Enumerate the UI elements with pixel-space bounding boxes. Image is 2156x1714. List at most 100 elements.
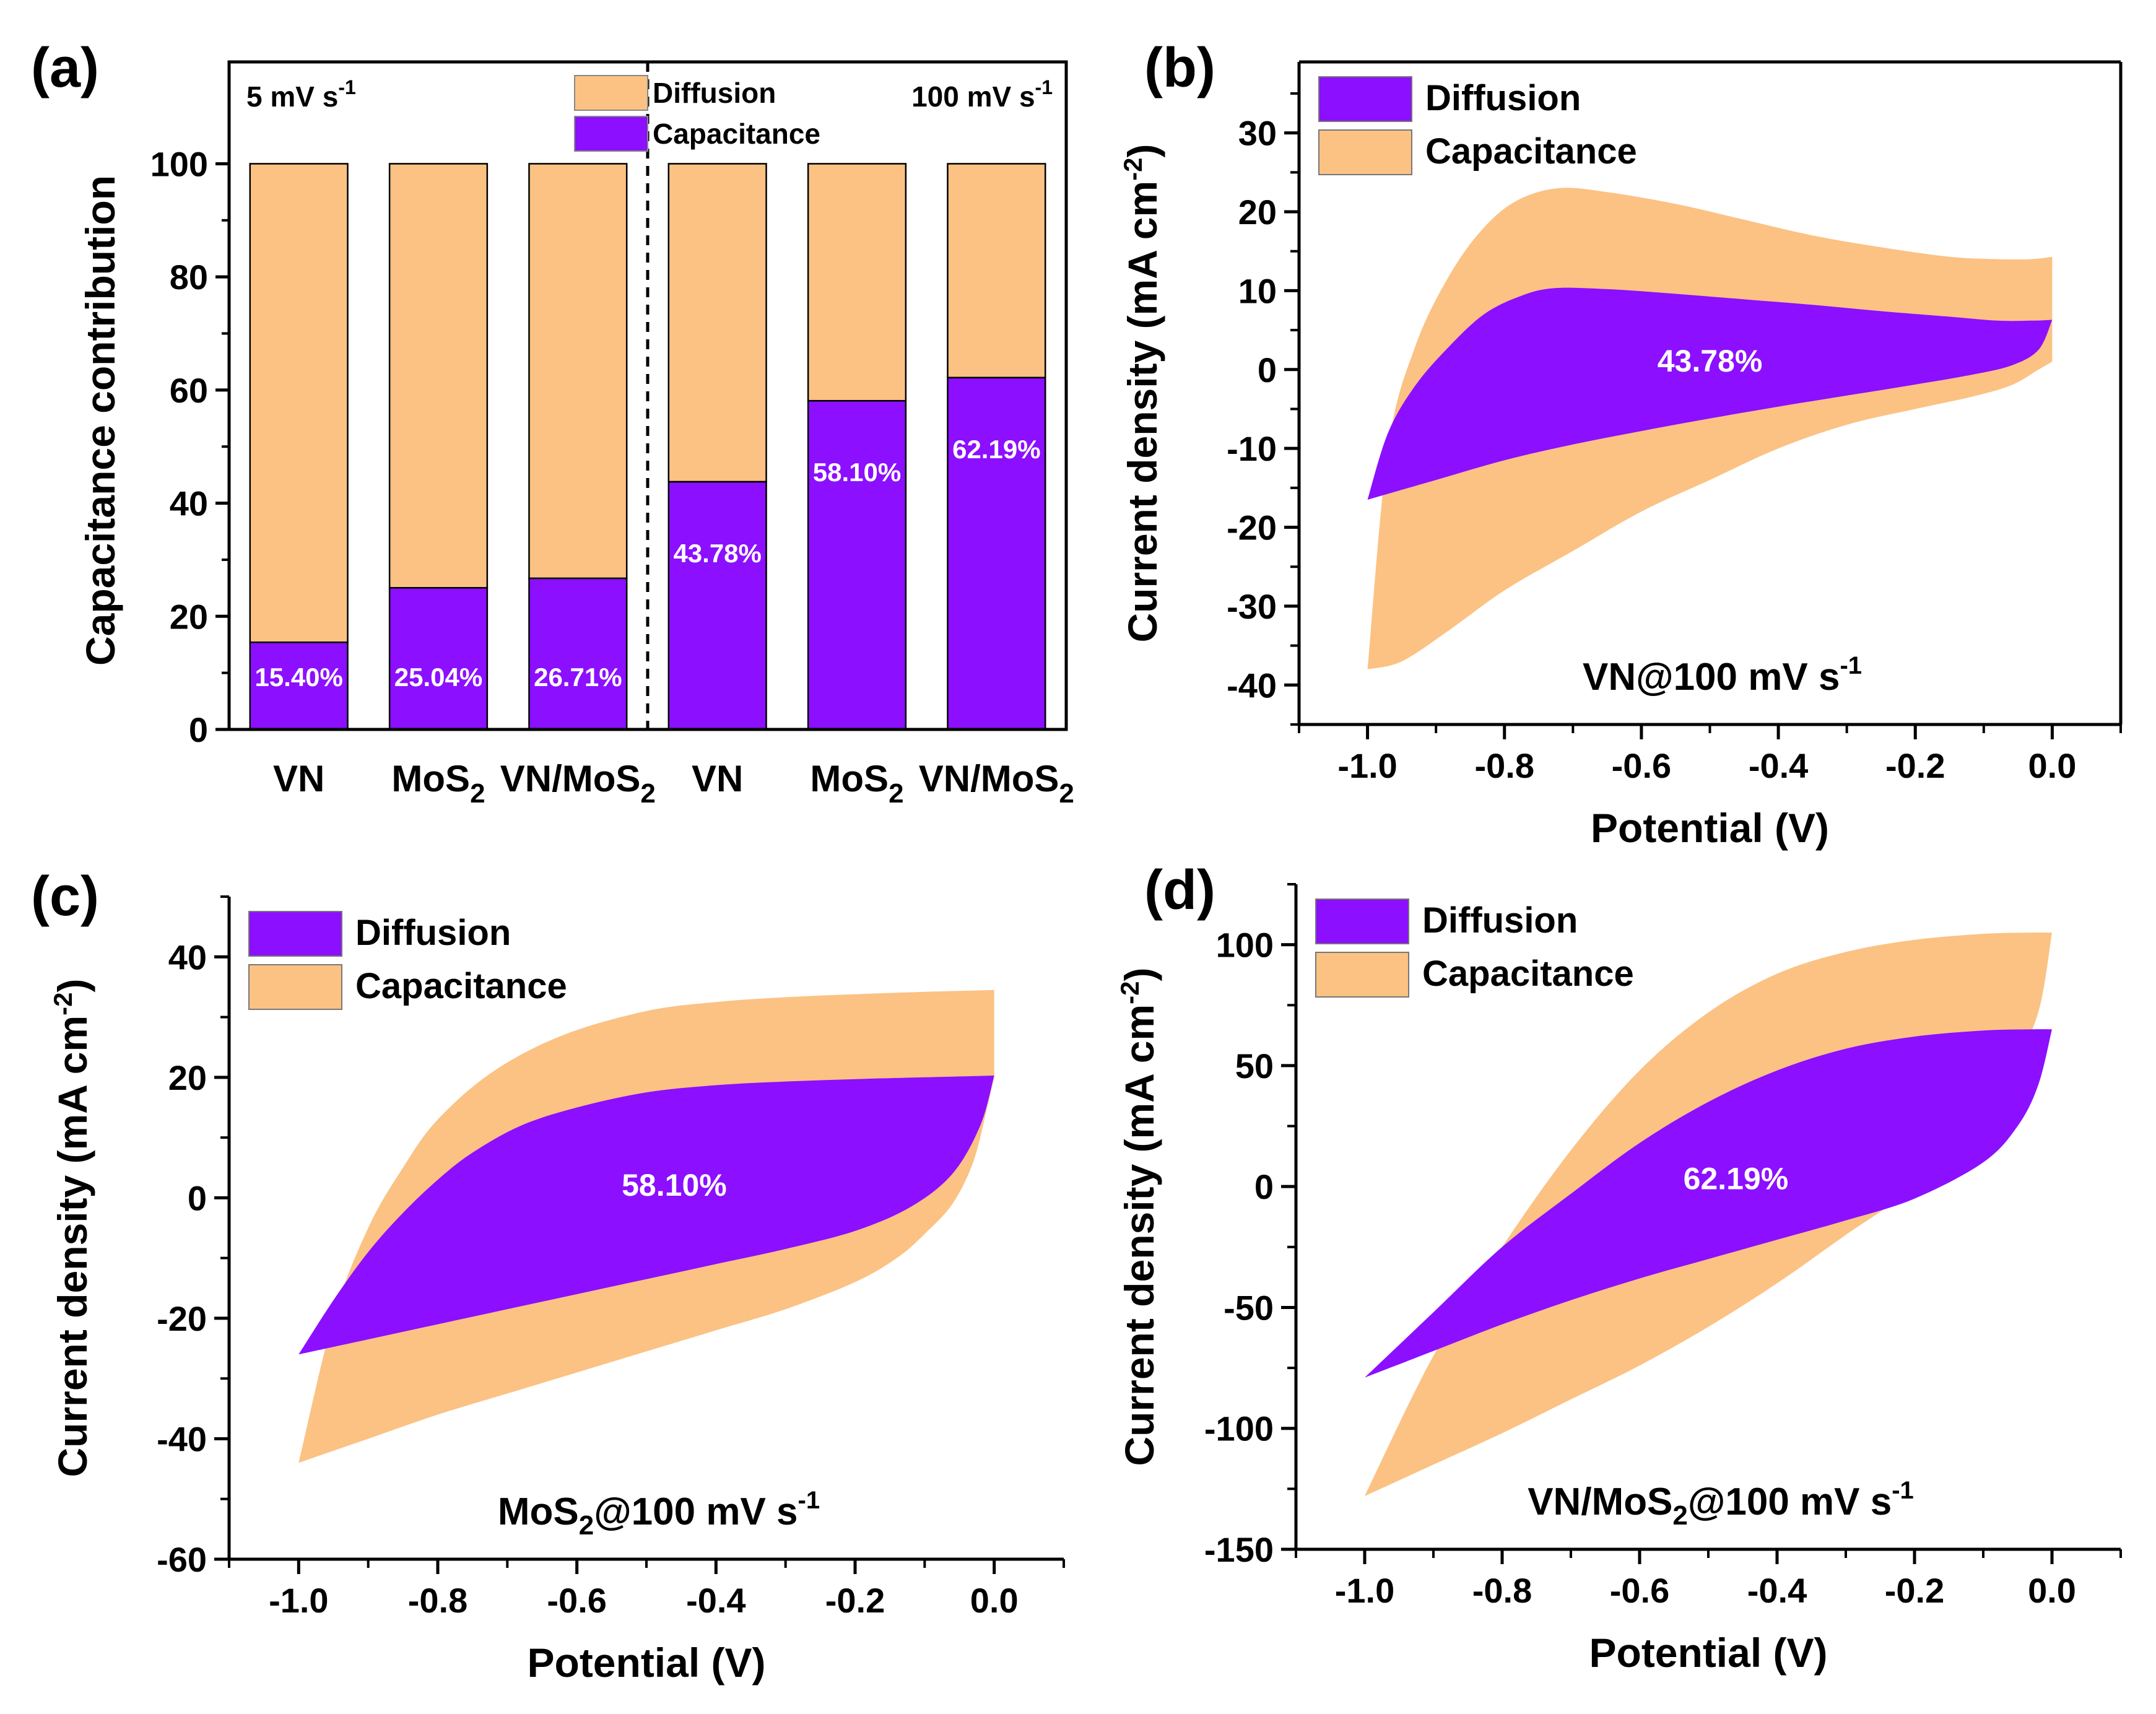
tick-sub: 2 [1059,778,1074,809]
x-tick-label-2: VN/MoS2 [500,758,656,809]
legend-swatch-diffusion [1315,898,1409,944]
panel-c: (c) 58.10% -1.0 -0.8 -0.6 -0.4 -0.2 0.0 -60 -40 -2… [31,866,1065,1686]
panel-label: (b) [1144,37,1215,99]
ylabel-text: Current density (mA cm [1116,1004,1162,1466]
x-tick-label-3: VN [692,758,743,799]
condition-post: @100 mV s [1688,1481,1892,1523]
y-tick-label: -10 [1227,429,1277,468]
condition-sub: 2 [1672,1500,1687,1531]
scan-rate-left: 5 mV s-1 [246,76,356,113]
rate-sup: -1 [338,76,355,98]
bar-capacitance-1 [388,586,489,731]
ylabel-sup: -2 [1115,981,1144,1004]
x-tick-label: 0.0 [2028,746,2076,785]
x-tick-label: -0.6 [1612,746,1672,785]
legend-label-capacitance: Capacitance [1425,131,1637,172]
legend-swatch-capacitance [1315,952,1409,998]
bar-diffusion-1 [388,163,489,589]
condition-pre: MoS [498,1490,579,1533]
x-axis-title: Potential (V) [527,1640,765,1686]
tick-main: VN [273,758,324,799]
y-tick-label: -30 [1227,587,1277,626]
y-tick-label: -100 [1204,1409,1274,1448]
y-tick-label: 10 [1238,271,1277,310]
ylabel-close: ) [1119,144,1165,157]
bar-data-label-1: 25.04% [394,663,482,692]
x-tick-label: -1.0 [1335,1571,1395,1610]
y-tick-label: -40 [157,1419,207,1458]
condition-label: MoS2@100 mV s-1 [498,1487,820,1541]
bar-capacitance-5 [947,376,1046,731]
bar-diffusion-2 [528,163,628,580]
legend-label-diffusion: Diffusion [355,913,511,953]
bar-data-label-2: 26.71% [534,663,622,692]
x-tick-label: 0.0 [2028,1571,2076,1610]
x-tick-label-5: VN/MoS2 [919,758,1074,809]
area-percent-label: 58.10% [622,1168,727,1203]
ylabel-sup: -2 [48,992,77,1015]
x-tick-label: -1.0 [269,1581,329,1620]
legend-swatch-capacitance [574,116,648,152]
x-tick-label: -0.4 [686,1581,746,1620]
bar-diffusion-5 [947,163,1046,379]
y-tick-label: -20 [1227,508,1277,547]
y-axis-title: Current density (mA cm-2) [1118,144,1165,642]
y-tick-label: 30 [1238,114,1277,153]
tick-main: MoS [391,758,470,799]
legend-label-diffusion: Diffusion [1422,900,1578,941]
rate-text: 100 mV s [911,80,1035,113]
y-tick-label: -20 [157,1299,207,1338]
tick-main: VN/MoS [919,758,1059,799]
legend-label-diffusion: Diffusion [653,77,776,109]
y-tick-label: 20 [170,597,208,636]
tick-main: VN/MoS [500,758,641,799]
tick-sub: 2 [470,778,485,809]
ylabel-text: Current density (mA cm [1119,181,1165,643]
panel-label: (a) [31,37,99,99]
bar-data-label-0: 15.40% [254,663,342,692]
bar-capacitance-3 [667,481,767,731]
x-tick-label: -0.4 [1747,1571,1807,1610]
y-tick-label: 0 [1258,350,1277,389]
legend-swatch-diffusion [248,911,342,957]
x-tick-label-4: MoS2 [810,758,903,809]
legend-label-capacitance: Capacitance [653,118,820,150]
area-percent-label: 62.19% [1684,1161,1789,1196]
x-tick-label: -0.2 [1885,1571,1945,1610]
panel-b: (b) 43.78% -1.0 -0.8 -0.6 -0.4 -0.2 0.0 -40 -30 -2… [1118,37,2123,851]
tick-main: VN [692,758,743,799]
x-tick-label: -0.8 [1472,1571,1532,1610]
bar-data-label-3: 43.78% [673,539,761,568]
legend-label-diffusion: Diffusion [1425,78,1581,118]
y-tick-label: 0 [188,1178,207,1217]
ylabel-sup: -2 [1118,157,1147,180]
y-tick-label: 60 [170,371,208,410]
bar-capacitance-2 [528,577,628,731]
y-tick-label: 50 [1235,1046,1274,1085]
condition-sup: -1 [798,1487,820,1514]
x-tick-label-0: VN [273,758,324,799]
condition-pre: VN/MoS [1528,1481,1672,1523]
y-axis-title: Current density (mA cm-2) [1115,967,1162,1466]
x-tick-label: -0.4 [1749,746,1809,785]
y-tick-label: 80 [170,258,208,297]
y-tick-label: -40 [1227,666,1277,705]
y-axis-title: Current density (mA cm-2) [48,978,95,1477]
tick-main: MoS [810,758,889,799]
ylabel-close: ) [50,978,95,992]
x-tick-label: -0.6 [547,1581,607,1620]
y-tick-label: -150 [1204,1530,1274,1569]
area-percent-label: 43.78% [1658,344,1763,378]
x-tick-label: -0.8 [408,1581,468,1620]
panel-d: (d)62.19%-1.0 -0.8 -0.6 -0.4 -0.2 0.0-150-100… [1115,859,2122,1676]
bar-diffusion-3 [667,163,767,483]
area-diffusion [298,1075,994,1355]
condition-label: VN/MoS2@100 mV s-1 [1528,1477,1914,1531]
bar-capacitance-4 [807,399,907,731]
panel-label: (d) [1144,859,1215,921]
legend-label-capacitance: Capacitance [355,966,567,1006]
legend-swatch-diffusion [1318,76,1412,122]
x-axis-title: Potential (V) [1591,805,1829,851]
bar-diffusion-4 [807,163,907,402]
condition-sub: 2 [579,1510,594,1541]
